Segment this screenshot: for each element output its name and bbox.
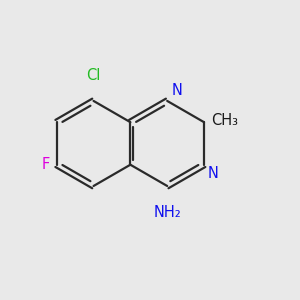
Text: Cl: Cl — [86, 68, 101, 83]
Text: F: F — [41, 157, 50, 172]
Text: N: N — [171, 83, 182, 98]
Text: NH₂: NH₂ — [153, 205, 181, 220]
Text: CH₃: CH₃ — [211, 113, 238, 128]
Text: N: N — [208, 167, 219, 182]
